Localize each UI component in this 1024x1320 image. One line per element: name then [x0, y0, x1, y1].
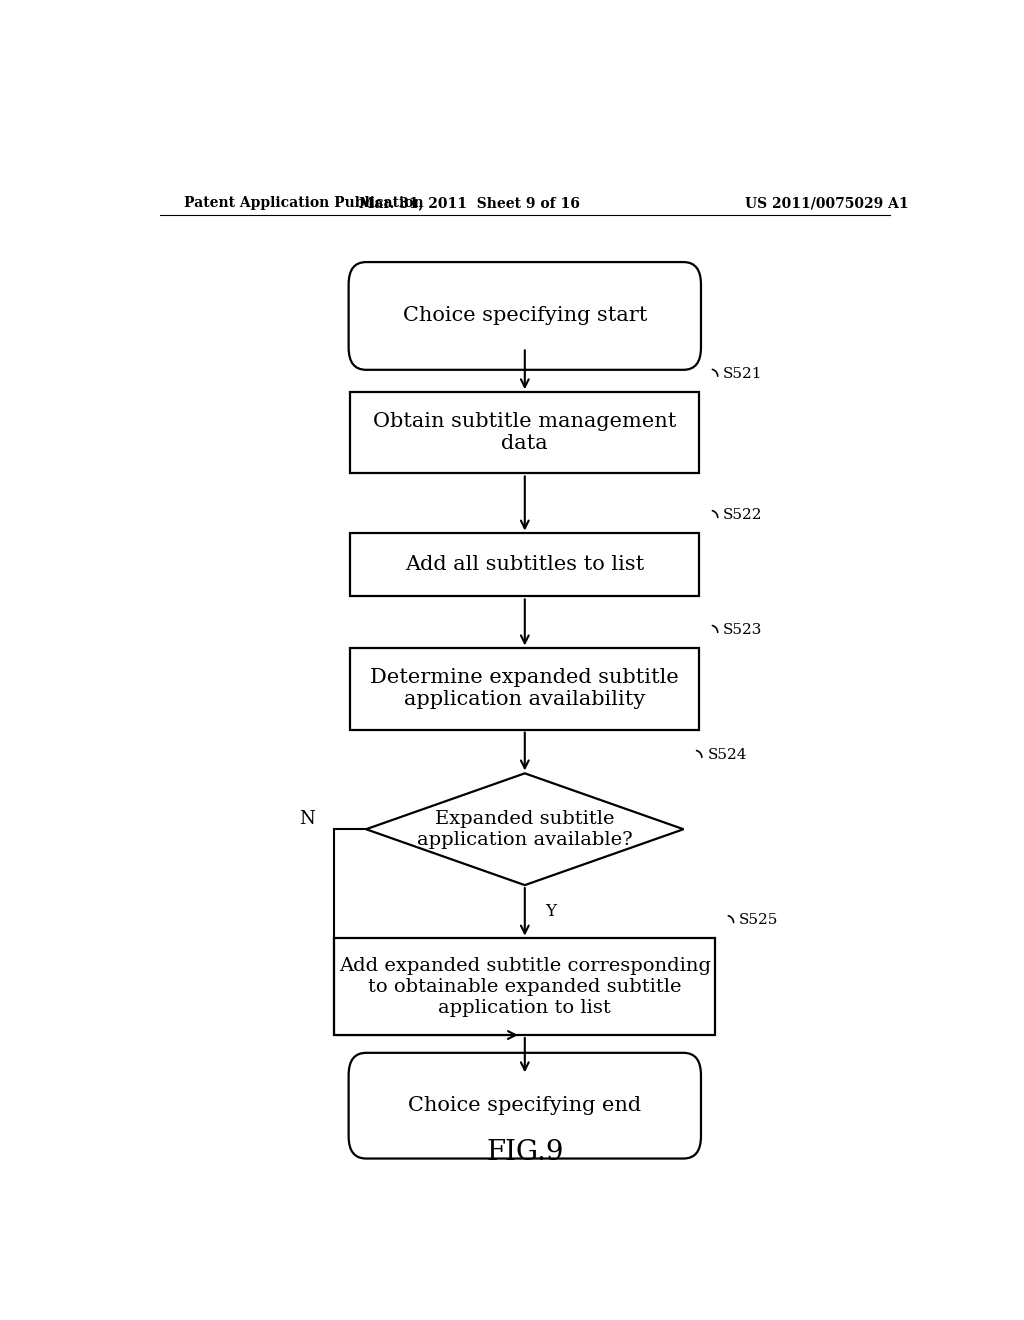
- Text: Determine expanded subtitle
application availability: Determine expanded subtitle application …: [371, 668, 679, 709]
- Text: Choice specifying end: Choice specifying end: [409, 1096, 641, 1115]
- Bar: [350, 533, 699, 597]
- Text: Expanded subtitle
application available?: Expanded subtitle application available?: [417, 810, 633, 849]
- Text: Patent Application Publication: Patent Application Publication: [183, 197, 423, 210]
- Text: Add all subtitles to list: Add all subtitles to list: [406, 556, 644, 574]
- Text: S523: S523: [723, 623, 763, 638]
- Text: FIG.9: FIG.9: [486, 1139, 563, 1166]
- Text: N: N: [299, 810, 314, 828]
- Text: S521: S521: [723, 367, 763, 381]
- Bar: [350, 392, 699, 474]
- Text: Choice specifying start: Choice specifying start: [402, 306, 647, 326]
- Text: Y: Y: [545, 903, 556, 920]
- Text: S525: S525: [739, 913, 778, 927]
- FancyBboxPatch shape: [348, 1053, 701, 1159]
- FancyBboxPatch shape: [348, 263, 701, 370]
- Text: S522: S522: [723, 508, 763, 523]
- Bar: [334, 939, 715, 1035]
- Text: Obtain subtitle management
data: Obtain subtitle management data: [373, 412, 677, 453]
- Text: Mar. 31, 2011  Sheet 9 of 16: Mar. 31, 2011 Sheet 9 of 16: [358, 197, 580, 210]
- Polygon shape: [367, 774, 684, 886]
- Text: S524: S524: [708, 748, 746, 762]
- Text: US 2011/0075029 A1: US 2011/0075029 A1: [744, 197, 908, 210]
- Text: Add expanded subtitle corresponding
to obtainable expanded subtitle
application : Add expanded subtitle corresponding to o…: [339, 957, 711, 1016]
- Bar: [350, 648, 699, 730]
